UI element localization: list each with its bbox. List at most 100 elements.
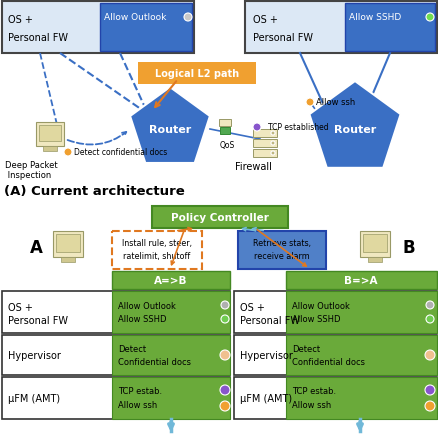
Bar: [233, 335, 436, 375]
Text: Personal FW: Personal FW: [8, 315, 68, 325]
Circle shape: [220, 315, 229, 323]
Text: Retrieve stats,: Retrieve stats,: [252, 239, 310, 248]
Bar: [100, 4, 191, 52]
Text: Install rule, steer,: Install rule, steer,: [122, 239, 191, 248]
Text: TCP established: TCP established: [267, 123, 328, 132]
Text: TCP estab.: TCP estab.: [118, 387, 162, 396]
Bar: [112, 272, 230, 290]
Bar: [252, 130, 276, 138]
Bar: [112, 291, 230, 333]
Bar: [252, 150, 276, 158]
Circle shape: [424, 401, 434, 411]
Text: Deep Packet: Deep Packet: [5, 161, 57, 170]
Bar: [2, 335, 230, 375]
Circle shape: [425, 14, 433, 22]
Text: Allow Outlook: Allow Outlook: [104, 14, 166, 22]
Text: Allow ssh: Allow ssh: [118, 401, 157, 410]
Circle shape: [219, 350, 230, 360]
Text: A: A: [30, 238, 43, 256]
Circle shape: [424, 350, 434, 360]
Bar: [219, 120, 230, 127]
Text: Policy Controller: Policy Controller: [171, 212, 268, 223]
Bar: [252, 140, 276, 148]
Text: Router: Router: [333, 125, 375, 135]
Bar: [219, 128, 230, 135]
Text: Personal FW: Personal FW: [252, 33, 312, 43]
Text: Logical L2 path: Logical L2 path: [155, 69, 239, 79]
Text: Allow SSHD: Allow SSHD: [348, 14, 400, 22]
Bar: [344, 4, 434, 52]
Text: ratelimit, shutoff: ratelimit, shutoff: [123, 252, 190, 261]
Bar: [36, 123, 64, 147]
Circle shape: [424, 385, 434, 395]
Text: Allow SSHD: Allow SSHD: [118, 315, 166, 324]
Bar: [362, 234, 386, 252]
Text: Detect: Detect: [291, 345, 319, 354]
Text: Allow Outlook: Allow Outlook: [291, 302, 349, 311]
Bar: [237, 231, 325, 269]
Text: OS +: OS +: [252, 15, 277, 25]
Bar: [138, 63, 255, 85]
Circle shape: [219, 385, 230, 395]
Circle shape: [184, 14, 191, 22]
Text: Personal FW: Personal FW: [8, 33, 68, 43]
Text: Inspection: Inspection: [5, 171, 51, 180]
Bar: [112, 377, 230, 419]
Text: TCP estab.: TCP estab.: [291, 387, 336, 396]
Bar: [285, 272, 436, 290]
Circle shape: [252, 124, 261, 132]
Bar: [367, 258, 381, 262]
Bar: [112, 335, 230, 375]
Text: Firewall: Firewall: [234, 162, 271, 172]
Text: Allow Outlook: Allow Outlook: [118, 302, 176, 311]
Text: QoS: QoS: [219, 141, 235, 150]
Text: Hypervisor: Hypervisor: [8, 350, 61, 360]
Polygon shape: [309, 82, 400, 169]
Circle shape: [270, 152, 274, 155]
Circle shape: [219, 401, 230, 411]
Text: A=>B: A=>B: [154, 276, 187, 285]
Bar: [53, 231, 83, 258]
Text: (A) Current architecture: (A) Current architecture: [4, 184, 184, 198]
Circle shape: [425, 315, 433, 323]
Bar: [359, 231, 389, 258]
Bar: [152, 207, 287, 229]
Text: B=>A: B=>A: [343, 276, 377, 285]
Bar: [285, 335, 436, 375]
Circle shape: [270, 141, 274, 146]
Text: Hypervisor: Hypervisor: [240, 350, 292, 360]
Text: receive alarm: receive alarm: [254, 252, 309, 261]
Text: Allow ssh: Allow ssh: [291, 401, 331, 410]
Polygon shape: [130, 88, 209, 164]
Text: μFM (AMT): μFM (AMT): [240, 393, 291, 403]
Text: Router: Router: [148, 125, 191, 135]
Text: B: B: [402, 238, 415, 256]
Text: OS +: OS +: [8, 15, 33, 25]
Bar: [2, 377, 230, 419]
Bar: [233, 291, 436, 333]
Circle shape: [425, 301, 433, 309]
Bar: [56, 234, 80, 252]
Bar: [112, 231, 201, 269]
Bar: [43, 147, 57, 152]
Text: μFM (AMT): μFM (AMT): [8, 393, 60, 403]
Bar: [2, 2, 194, 54]
Text: Confidential docs: Confidential docs: [118, 358, 191, 367]
Text: OS +: OS +: [8, 302, 33, 312]
Circle shape: [220, 301, 229, 309]
Text: OS +: OS +: [240, 302, 264, 312]
Bar: [244, 2, 436, 54]
Bar: [2, 291, 230, 333]
Circle shape: [305, 99, 313, 107]
Bar: [285, 291, 436, 333]
Text: Detect confidential docs: Detect confidential docs: [74, 148, 167, 157]
Text: Detect: Detect: [118, 345, 146, 354]
Text: Allow ssh: Allow ssh: [315, 98, 354, 107]
Text: Confidential docs: Confidential docs: [291, 358, 364, 367]
Bar: [285, 377, 436, 419]
Circle shape: [270, 132, 274, 136]
Circle shape: [64, 148, 72, 157]
Bar: [39, 126, 61, 141]
Text: Allow SSHD: Allow SSHD: [291, 315, 340, 324]
Bar: [61, 258, 75, 262]
